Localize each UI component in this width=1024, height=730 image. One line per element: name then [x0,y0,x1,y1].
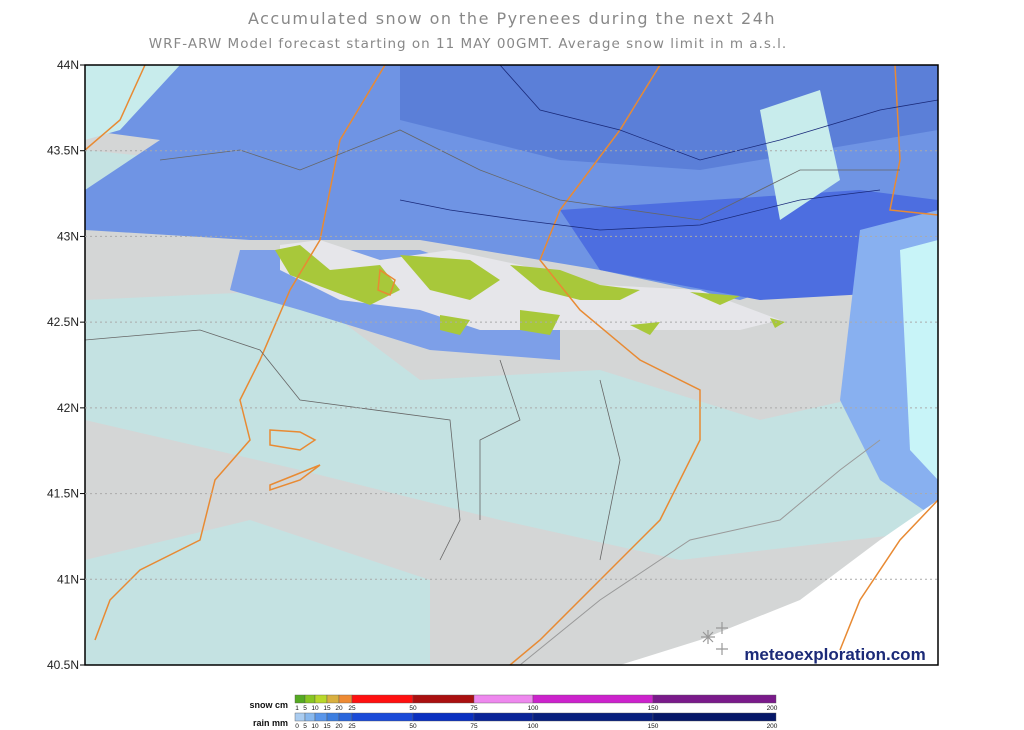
lat-label: 40.5N [47,658,79,672]
rain-legend-swatch [294,712,306,722]
snow-legend-swatch [351,694,414,704]
rain-legend-swatch [652,712,777,722]
rain-legend-swatch [314,712,328,722]
lat-label: 42.5N [47,315,79,329]
snow-legend-tick: 5 [303,705,307,712]
snow-legend-swatch [304,694,316,704]
snow-icon [701,622,728,655]
snow-legend-tick: 15 [323,705,331,712]
snow-legend-label: snow cm [249,700,288,710]
snow-legend-tick: 150 [648,705,659,712]
rain-legend-tick: 0 [295,723,299,730]
rain-legend-tick: 50 [409,723,417,730]
snow-legend-swatch [294,694,306,704]
rain-legend-tick: 75 [470,723,478,730]
snow-legend-swatch [412,694,475,704]
rain-legend-label: rain mm [253,718,288,728]
rain-legend-tick: 5 [303,723,307,730]
snow-legend-tick: 200 [767,705,778,712]
snow-legend-swatch [473,694,534,704]
rain-legend-tick: 15 [323,723,331,730]
snow-legend-swatch [532,694,654,704]
snow-legend-tick: 20 [335,705,343,712]
legend: snow cm rain mm 1 5 10 15 20 25 50 75 100 150 2000… [249,694,778,730]
map: 44N 43.5N 43N 42.5N 42N 41.5N 41N 40.5N meteoex… [47,58,939,672]
snow-legend-swatch [326,694,340,704]
lat-label: 41.5N [47,487,79,501]
rain-legend-tick: 20 [335,723,343,730]
snow-legend-tick: 100 [528,705,539,712]
snow-legend-tick: 75 [470,705,478,712]
lat-label: 41N [57,572,79,586]
snow-legend-swatch [314,694,328,704]
rain-legend-swatch [473,712,534,722]
snow-legend-swatch [652,694,777,704]
rain-legend-swatch [351,712,414,722]
snow-legend-tick: 25 [348,705,356,712]
snow-legend-swatch [338,694,353,704]
rain-legend-tick: 25 [348,723,356,730]
rain-legend-swatch [412,712,475,722]
subtitle: WRF-ARW Model forecast starting on 11 MA… [149,36,787,52]
rain-legend-tick: 10 [311,723,319,730]
lat-label: 43.5N [47,144,79,158]
lat-label: 42N [57,401,79,415]
rain-legend-tick: 100 [528,723,539,730]
lat-label: 44N [57,58,79,72]
rain-legend-swatch [338,712,353,722]
snow-legend-tick: 10 [311,705,319,712]
rain-legend-swatch [532,712,654,722]
rain-legend-swatch [304,712,316,722]
rain-legend-tick: 200 [767,723,778,730]
rain-legend-swatch [326,712,340,722]
watermark: meteoexploration.com [744,645,925,664]
lat-label: 43N [57,229,79,243]
snow-legend-tick: 1 [295,705,299,712]
title: Accumulated snow on the Pyrenees during … [248,9,776,28]
rain-legend-tick: 150 [648,723,659,730]
snow-legend-tick: 50 [409,705,417,712]
